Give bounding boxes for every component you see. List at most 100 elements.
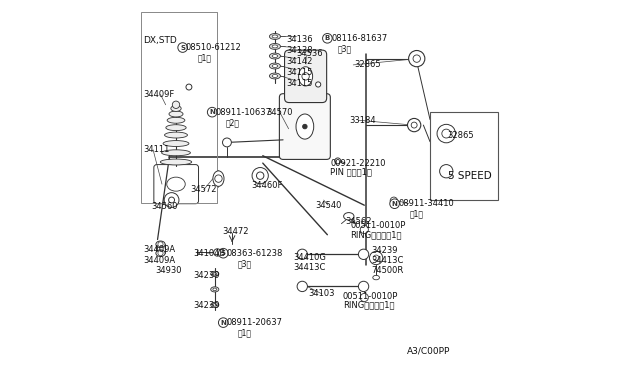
Text: 08363-61238: 08363-61238 bbox=[227, 249, 284, 258]
Ellipse shape bbox=[213, 304, 216, 306]
Circle shape bbox=[413, 55, 420, 62]
Text: 00921-22210: 00921-22210 bbox=[330, 158, 386, 168]
Text: 34409A: 34409A bbox=[143, 256, 175, 265]
Bar bbox=[430, 112, 499, 200]
Text: 34536: 34536 bbox=[296, 49, 323, 58]
Ellipse shape bbox=[164, 132, 188, 138]
Circle shape bbox=[252, 167, 268, 184]
FancyBboxPatch shape bbox=[285, 50, 326, 103]
Circle shape bbox=[437, 124, 456, 143]
Ellipse shape bbox=[272, 64, 278, 67]
Circle shape bbox=[214, 249, 221, 256]
Text: （3）: （3） bbox=[338, 44, 352, 53]
Text: 34409F: 34409F bbox=[143, 90, 175, 99]
Text: 34104B: 34104B bbox=[194, 249, 226, 258]
Text: （1）: （1） bbox=[238, 328, 252, 337]
Circle shape bbox=[390, 199, 399, 209]
Text: 08116-81637: 08116-81637 bbox=[331, 34, 387, 43]
Text: 08510-61212: 08510-61212 bbox=[185, 43, 241, 52]
Circle shape bbox=[158, 242, 163, 247]
Text: 34239: 34239 bbox=[194, 301, 220, 311]
Circle shape bbox=[158, 251, 163, 256]
Circle shape bbox=[218, 248, 228, 258]
Text: 34472: 34472 bbox=[222, 227, 249, 235]
Ellipse shape bbox=[160, 159, 192, 165]
Text: 34115: 34115 bbox=[286, 79, 312, 88]
Ellipse shape bbox=[269, 44, 280, 49]
Ellipse shape bbox=[211, 302, 219, 308]
Ellipse shape bbox=[269, 33, 280, 39]
Text: 33184: 33184 bbox=[349, 116, 376, 125]
Ellipse shape bbox=[156, 241, 165, 248]
Circle shape bbox=[297, 281, 307, 292]
Text: N: N bbox=[392, 201, 397, 207]
Circle shape bbox=[316, 82, 321, 87]
Circle shape bbox=[373, 255, 379, 261]
Ellipse shape bbox=[211, 287, 219, 292]
Text: S: S bbox=[180, 45, 185, 51]
Text: DX,STD: DX,STD bbox=[143, 36, 177, 45]
Text: N: N bbox=[220, 320, 226, 326]
Ellipse shape bbox=[156, 250, 165, 257]
Ellipse shape bbox=[272, 74, 278, 77]
Text: 34413C: 34413C bbox=[293, 263, 326, 272]
Circle shape bbox=[223, 138, 232, 147]
Circle shape bbox=[164, 193, 179, 208]
Circle shape bbox=[360, 294, 369, 302]
Text: 34239: 34239 bbox=[371, 246, 397, 255]
Text: A3/C00PP: A3/C00PP bbox=[407, 347, 450, 356]
Ellipse shape bbox=[169, 111, 183, 117]
Text: 32865: 32865 bbox=[354, 60, 381, 70]
Text: 34138: 34138 bbox=[286, 46, 313, 55]
Circle shape bbox=[408, 51, 425, 67]
Text: 34409A: 34409A bbox=[143, 245, 175, 254]
Text: 34572: 34572 bbox=[190, 185, 216, 194]
Ellipse shape bbox=[344, 212, 354, 220]
Text: （3）: （3） bbox=[238, 259, 252, 268]
Circle shape bbox=[440, 164, 453, 178]
Ellipse shape bbox=[171, 106, 181, 112]
Circle shape bbox=[369, 251, 383, 264]
Text: PIN ピン（1）: PIN ピン（1） bbox=[330, 167, 372, 176]
Text: 5 SPEED: 5 SPEED bbox=[449, 171, 492, 181]
Text: RINGリング（1）: RINGリング（1） bbox=[350, 230, 402, 239]
Ellipse shape bbox=[269, 63, 280, 69]
Text: 08911-20637: 08911-20637 bbox=[227, 318, 283, 327]
Ellipse shape bbox=[166, 125, 186, 131]
Text: 34930: 34930 bbox=[156, 266, 182, 275]
Circle shape bbox=[186, 84, 192, 90]
Circle shape bbox=[215, 175, 222, 182]
Ellipse shape bbox=[269, 53, 280, 59]
Circle shape bbox=[411, 122, 417, 128]
Ellipse shape bbox=[167, 117, 185, 123]
Text: S: S bbox=[221, 250, 226, 256]
Text: 34562: 34562 bbox=[345, 217, 372, 225]
Circle shape bbox=[360, 225, 369, 234]
Circle shape bbox=[218, 318, 228, 327]
Text: 34540: 34540 bbox=[316, 201, 342, 210]
Ellipse shape bbox=[272, 35, 278, 38]
Circle shape bbox=[207, 108, 217, 117]
Text: 08911-34410: 08911-34410 bbox=[398, 199, 454, 208]
Text: 32865: 32865 bbox=[447, 131, 474, 140]
Text: 34460F: 34460F bbox=[252, 181, 283, 190]
Ellipse shape bbox=[162, 150, 191, 156]
Text: B: B bbox=[324, 35, 330, 41]
Text: 00511-0010P: 00511-0010P bbox=[343, 292, 398, 301]
Text: 34570: 34570 bbox=[266, 108, 293, 118]
Ellipse shape bbox=[296, 114, 314, 139]
Text: RINGリング（1）: RINGリング（1） bbox=[343, 300, 394, 310]
Ellipse shape bbox=[211, 271, 219, 276]
Ellipse shape bbox=[372, 275, 380, 280]
Ellipse shape bbox=[213, 288, 216, 291]
Text: 34239: 34239 bbox=[194, 271, 220, 280]
Text: （1）: （1） bbox=[197, 53, 211, 62]
Text: 34413C: 34413C bbox=[371, 256, 403, 265]
Text: 34111: 34111 bbox=[143, 145, 170, 154]
Circle shape bbox=[168, 197, 175, 203]
Text: 34560: 34560 bbox=[151, 202, 177, 211]
Ellipse shape bbox=[213, 171, 224, 186]
Ellipse shape bbox=[272, 45, 278, 48]
Text: 34410G: 34410G bbox=[293, 253, 326, 263]
Text: 34142: 34142 bbox=[286, 57, 312, 66]
